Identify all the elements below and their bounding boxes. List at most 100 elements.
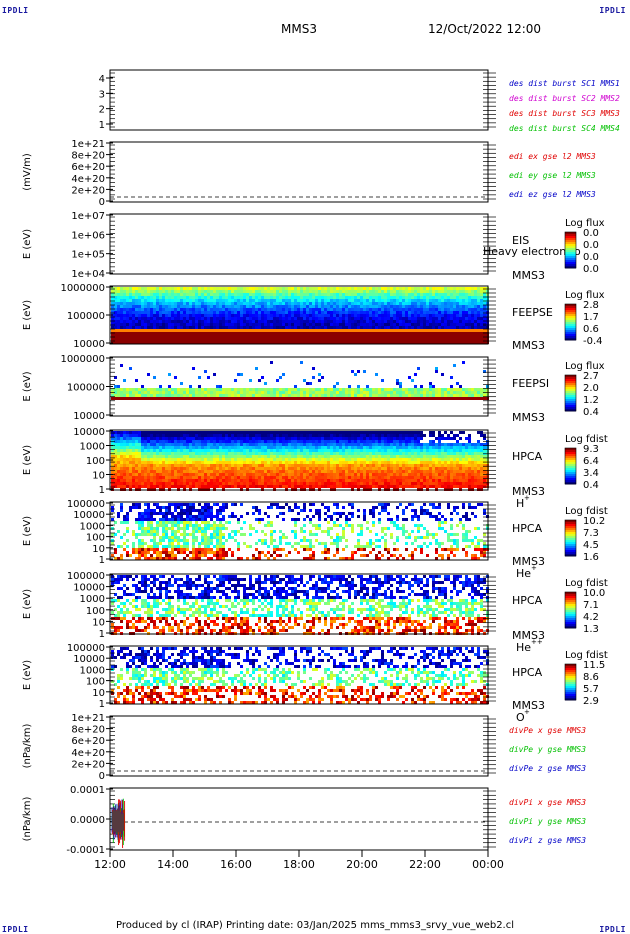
heatmap-cell (264, 338, 267, 341)
heatmap-cell (186, 332, 189, 335)
heatmap-cell (447, 290, 450, 293)
heatmap-cell (369, 305, 372, 308)
heatmap-cell (306, 320, 309, 323)
heatmap-cell (375, 326, 378, 329)
heatmap-cell (249, 470, 252, 473)
heatmap-cell (255, 305, 258, 308)
heatmap-cell (114, 446, 117, 449)
heatmap-cell (291, 338, 294, 341)
heatmap-cell (150, 391, 153, 394)
heatmap-cell (231, 332, 234, 335)
heatmap-cell (150, 320, 153, 323)
heatmap-cell (219, 473, 222, 476)
heatmap-cell (192, 482, 195, 485)
heatmap-cell (402, 308, 405, 311)
heatmap-cell (381, 397, 384, 400)
heatmap-cell (393, 329, 396, 332)
heatmap-cell (321, 323, 324, 326)
heatmap-cell (279, 332, 282, 335)
heatmap-cell (405, 329, 408, 332)
heatmap-cell (279, 473, 282, 476)
heatmap-cell (150, 452, 153, 455)
heatmap-cell (318, 467, 321, 470)
heatmap-cell (177, 431, 180, 434)
heatmap-cell (444, 305, 447, 308)
heatmap-cell (141, 341, 144, 344)
heatmap-cell (198, 440, 201, 443)
heatmap-cell (174, 287, 177, 290)
heatmap-cell (219, 455, 222, 458)
heatmap-cell (348, 293, 351, 296)
heatmap-cell (240, 326, 243, 329)
heatmap-cell (132, 341, 135, 344)
heatmap-cell (114, 479, 117, 482)
heatmap-cell (270, 440, 273, 443)
heatmap-cell (216, 437, 219, 440)
heatmap-cell (141, 473, 144, 476)
heatmap-cell (123, 464, 126, 467)
heatmap-cell (285, 437, 288, 440)
heatmap-cell (234, 476, 237, 479)
heatmap-cell (174, 329, 177, 332)
heatmap-cell (228, 458, 231, 461)
colorbar-swatch (565, 375, 576, 378)
heatmap-cell (147, 476, 150, 479)
heatmap-cell (234, 388, 237, 391)
heatmap-cell (258, 302, 261, 305)
heatmap-cell (351, 329, 354, 332)
heatmap-cell (120, 434, 123, 437)
heatmap-cell (234, 479, 237, 482)
heatmap-cell (228, 394, 231, 397)
heatmap-cell (429, 320, 432, 323)
heatmap-cell (225, 311, 228, 314)
heatmap-cell (216, 431, 219, 434)
heatmap-cell (231, 314, 234, 317)
heatmap-cell (294, 440, 297, 443)
heatmap-cell (246, 437, 249, 440)
heatmap-cell (318, 431, 321, 434)
heatmap-cell (282, 482, 285, 485)
heatmap-cell (327, 326, 330, 329)
heatmap-cell (450, 317, 453, 320)
heatmap-cell (357, 388, 360, 391)
heatmap-cell (177, 394, 180, 397)
heatmap-cell (318, 290, 321, 293)
heatmap-cell (114, 388, 117, 391)
heatmap-cell (222, 293, 225, 296)
heatmap-cell (276, 397, 279, 400)
heatmap-cell (183, 458, 186, 461)
colorbar-swatch (565, 250, 576, 253)
heatmap-cell (333, 317, 336, 320)
heatmap-cell (360, 440, 363, 443)
heatmap-cell (348, 302, 351, 305)
heatmap-cell (138, 485, 141, 488)
heatmap-cell (435, 302, 438, 305)
heatmap-cell (429, 388, 432, 391)
colorbar-swatch (565, 266, 576, 269)
heatmap-cell (147, 449, 150, 452)
heatmap-cell (360, 479, 363, 482)
heatmap-cell (219, 341, 222, 344)
heatmap-cell (180, 467, 183, 470)
heatmap-cell (321, 305, 324, 308)
heatmap-cell (117, 479, 120, 482)
heatmap-cell (186, 470, 189, 473)
heatmap-cell (135, 437, 138, 440)
heatmap-cell (189, 335, 192, 338)
heatmap-cell (126, 332, 129, 335)
heatmap-cell (192, 314, 195, 317)
heatmap-cell (267, 434, 270, 437)
heatmap-cell (213, 482, 216, 485)
heatmap-cell (324, 482, 327, 485)
heatmap-cell (171, 476, 174, 479)
corner-tag-tr: IPDLI (599, 6, 626, 15)
heatmap-cell (321, 455, 324, 458)
heatmap-cell (180, 382, 183, 385)
heatmap-cell (243, 314, 246, 317)
heatmap-cell (210, 341, 213, 344)
heatmap-cell (192, 470, 195, 473)
heatmap-cell (285, 308, 288, 311)
heatmap-cell (210, 446, 213, 449)
heatmap-cell (153, 485, 156, 488)
heatmap-cell (270, 320, 273, 323)
